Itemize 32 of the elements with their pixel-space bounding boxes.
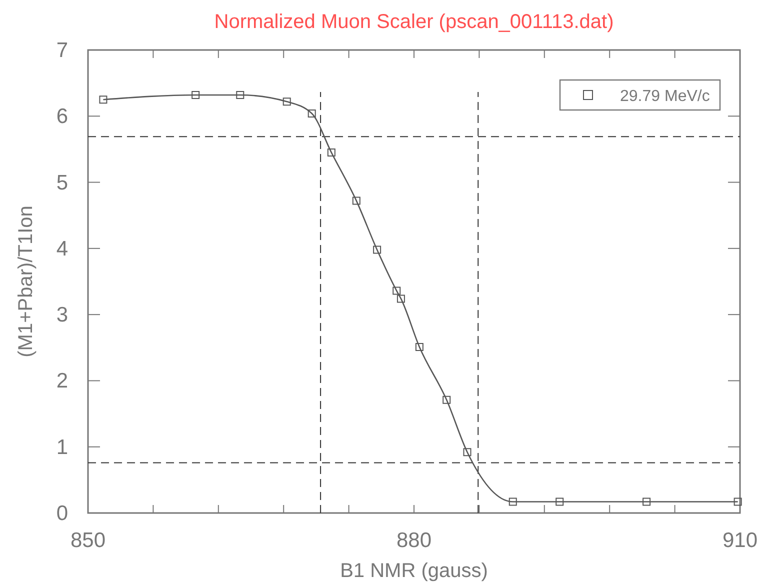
point xyxy=(282,98,291,106)
point xyxy=(392,286,401,295)
y-tick-label: 4 xyxy=(56,237,68,260)
y-axis-title: (M1+Pbar)/T1Ion xyxy=(15,206,37,358)
point xyxy=(508,498,517,506)
y-tick-label: 1 xyxy=(56,436,68,459)
x-tick-label: 910 xyxy=(722,529,758,552)
chart-title: Normalized Muon Scaler (pscan_001113.dat) xyxy=(214,11,614,33)
y-tick-label: 0 xyxy=(56,502,68,525)
x-tick-label: 880 xyxy=(396,529,432,552)
point xyxy=(99,96,108,104)
point xyxy=(463,448,472,456)
point xyxy=(327,148,336,157)
point xyxy=(192,90,200,99)
point xyxy=(396,294,405,303)
y-tick-label: 5 xyxy=(56,171,68,194)
y-tick-label: 6 xyxy=(56,105,68,128)
point xyxy=(415,342,424,351)
point xyxy=(373,246,382,254)
y-tick-label: 3 xyxy=(56,304,68,327)
y-tick-label: 7 xyxy=(56,39,68,62)
point xyxy=(352,196,360,205)
point xyxy=(642,498,651,506)
x-tick-label: 850 xyxy=(70,529,106,552)
point xyxy=(442,396,451,404)
y-tick-label: 2 xyxy=(56,370,68,393)
x-axis-title: B1 NMR (gauss) xyxy=(340,560,488,582)
point xyxy=(556,498,564,506)
legend-label: 29.79 MeV/c xyxy=(620,88,710,105)
point xyxy=(308,109,316,118)
point xyxy=(734,498,742,506)
point xyxy=(236,90,244,99)
